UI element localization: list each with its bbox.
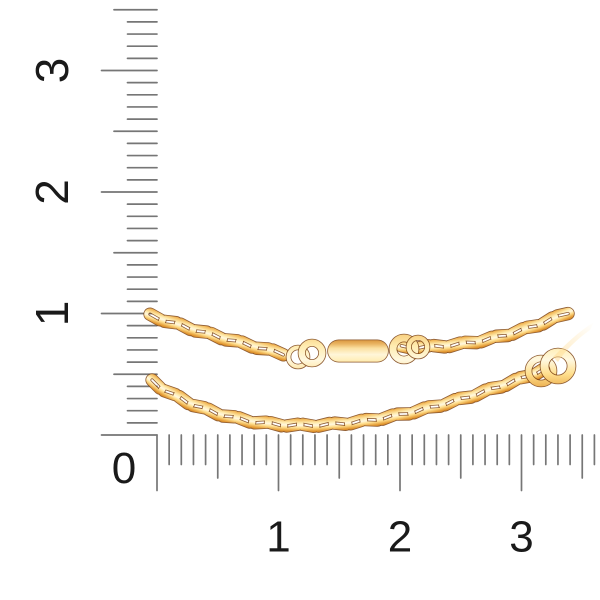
svg-text:0: 0 <box>112 444 136 493</box>
svg-text:3: 3 <box>26 58 78 84</box>
svg-text:2: 2 <box>388 513 412 562</box>
svg-text:1: 1 <box>26 301 78 327</box>
svg-text:3: 3 <box>509 513 533 562</box>
svg-text:2: 2 <box>26 179 78 205</box>
svg-text:1: 1 <box>266 513 290 562</box>
